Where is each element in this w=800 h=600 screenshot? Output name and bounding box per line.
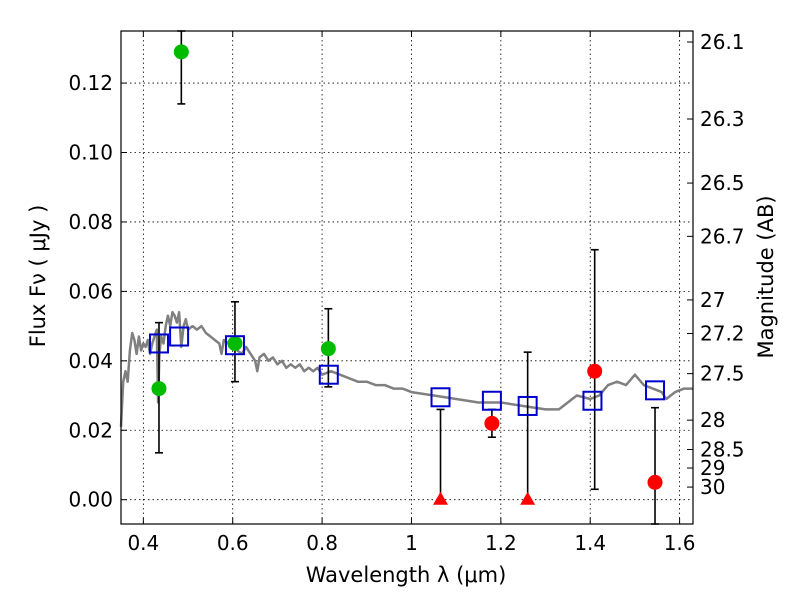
y-tick-label: 0.10	[68, 141, 113, 165]
mag-tick-label: 26.1	[700, 30, 745, 54]
right-axis-title: Magnitude (AB)	[754, 195, 778, 358]
model-photometry-point	[148, 333, 169, 354]
model-photometry-point	[645, 380, 666, 401]
x-tick-label: 1.2	[485, 531, 517, 555]
model-photometry-point	[517, 395, 538, 416]
mag-tick-label: 26.3	[700, 107, 745, 131]
y-tick-label: 0.12	[68, 71, 113, 95]
model-photometry-point	[430, 387, 451, 408]
mag-tick-label: 30	[700, 475, 725, 499]
model-spectrum-line	[119, 310, 693, 427]
grid-lines	[121, 31, 693, 524]
model-photometry-point	[224, 335, 245, 356]
plot-frame	[120, 30, 694, 525]
model-photometry-point	[481, 390, 502, 411]
observed_ir-point	[647, 474, 663, 490]
y-tick-label: 0.00	[68, 488, 113, 512]
y-tick-label: 0.02	[68, 418, 113, 442]
mag-tick-label: 27.5	[700, 362, 745, 386]
observed_ir-point	[484, 415, 500, 431]
error-bars-layer	[154, 30, 660, 525]
x-tick-label: 1.4	[574, 531, 606, 555]
observed_optical-point	[173, 44, 189, 60]
mag-tick-label: 28	[700, 408, 725, 432]
mag-tick-label: 26.7	[700, 224, 745, 248]
model-photometry-point	[318, 364, 339, 385]
mag-tick-label: 27	[700, 288, 725, 312]
observed_optical-point	[227, 335, 243, 351]
model-photometry-point	[169, 326, 190, 347]
x-tick-label: 0.4	[127, 531, 159, 555]
model-photometry-point	[582, 390, 603, 411]
y-tick-label: 0.08	[68, 210, 113, 234]
x-tick-label: 1	[405, 531, 418, 555]
mag-tick-label: 29	[700, 456, 725, 480]
model-spectrum-layer	[119, 310, 693, 427]
observed_ir-point	[587, 363, 603, 379]
mag-tick-label: 27.2	[700, 322, 745, 346]
upper-limit-marker	[520, 491, 536, 505]
x-tick-label: 0.8	[306, 531, 338, 555]
axes-layer: 0.4 0.6 0.8 1 1.2 1.4 1.6 0.00 0.02 0.04 0.06 0.08 0…	[68, 30, 744, 555]
observed_optical-point	[151, 381, 167, 397]
y-axis-title: Flux Fν ( μJy )	[26, 205, 50, 348]
y-tick-label: 0.06	[68, 279, 113, 303]
upper-limit-marker	[433, 491, 449, 505]
x-tick-label: 0.6	[217, 531, 249, 555]
y-tick-label: 0.04	[68, 349, 113, 373]
mag-tick-label: 28.5	[700, 438, 745, 462]
x-axis-title: Wavelength λ (μm)	[306, 563, 507, 587]
x-tick-label: 1.6	[664, 531, 696, 555]
data-points-layer	[148, 44, 666, 505]
mag-tick-label: 26.5	[700, 171, 745, 195]
observed_optical-point	[320, 341, 336, 357]
